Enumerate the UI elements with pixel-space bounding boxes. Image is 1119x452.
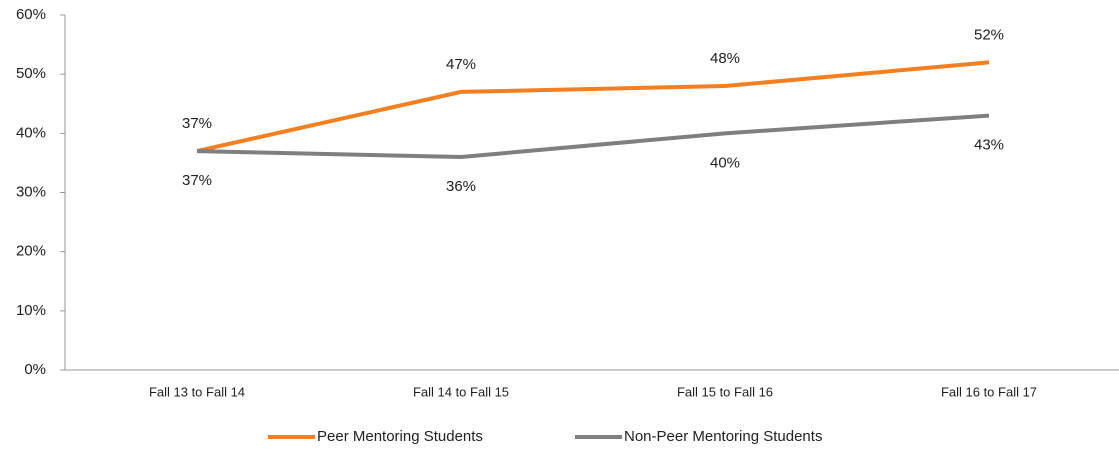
legend-label: Peer Mentoring Students	[317, 428, 483, 445]
y-tick-label: 60%	[16, 6, 46, 23]
series-line	[196, 60, 990, 154]
data-label: 43%	[974, 137, 1004, 154]
data-label: 40%	[710, 154, 740, 171]
data-label: 52%	[974, 26, 1004, 43]
series-line	[196, 113, 990, 160]
y-tick-label: 20%	[16, 243, 46, 260]
data-label: 37%	[182, 172, 212, 189]
data-label: 47%	[446, 56, 476, 73]
x-tick-label: Fall 16 to Fall 17	[941, 384, 1037, 399]
data-label: 48%	[710, 50, 740, 67]
legend-label: Non-Peer Mentoring Students	[624, 428, 822, 445]
y-tick-label: 40%	[16, 124, 46, 141]
x-tick-label: Fall 14 to Fall 15	[413, 384, 509, 399]
y-tick-label: 10%	[16, 302, 46, 319]
y-tick-label: 30%	[16, 183, 46, 200]
x-tick-label: Fall 13 to Fall 14	[149, 384, 245, 399]
data-label: 37%	[182, 115, 212, 132]
x-tick-label: Fall 15 to Fall 16	[677, 384, 773, 399]
y-tick-label: 50%	[16, 65, 46, 82]
data-label: 36%	[446, 178, 476, 195]
y-tick-label: 0%	[24, 361, 46, 378]
